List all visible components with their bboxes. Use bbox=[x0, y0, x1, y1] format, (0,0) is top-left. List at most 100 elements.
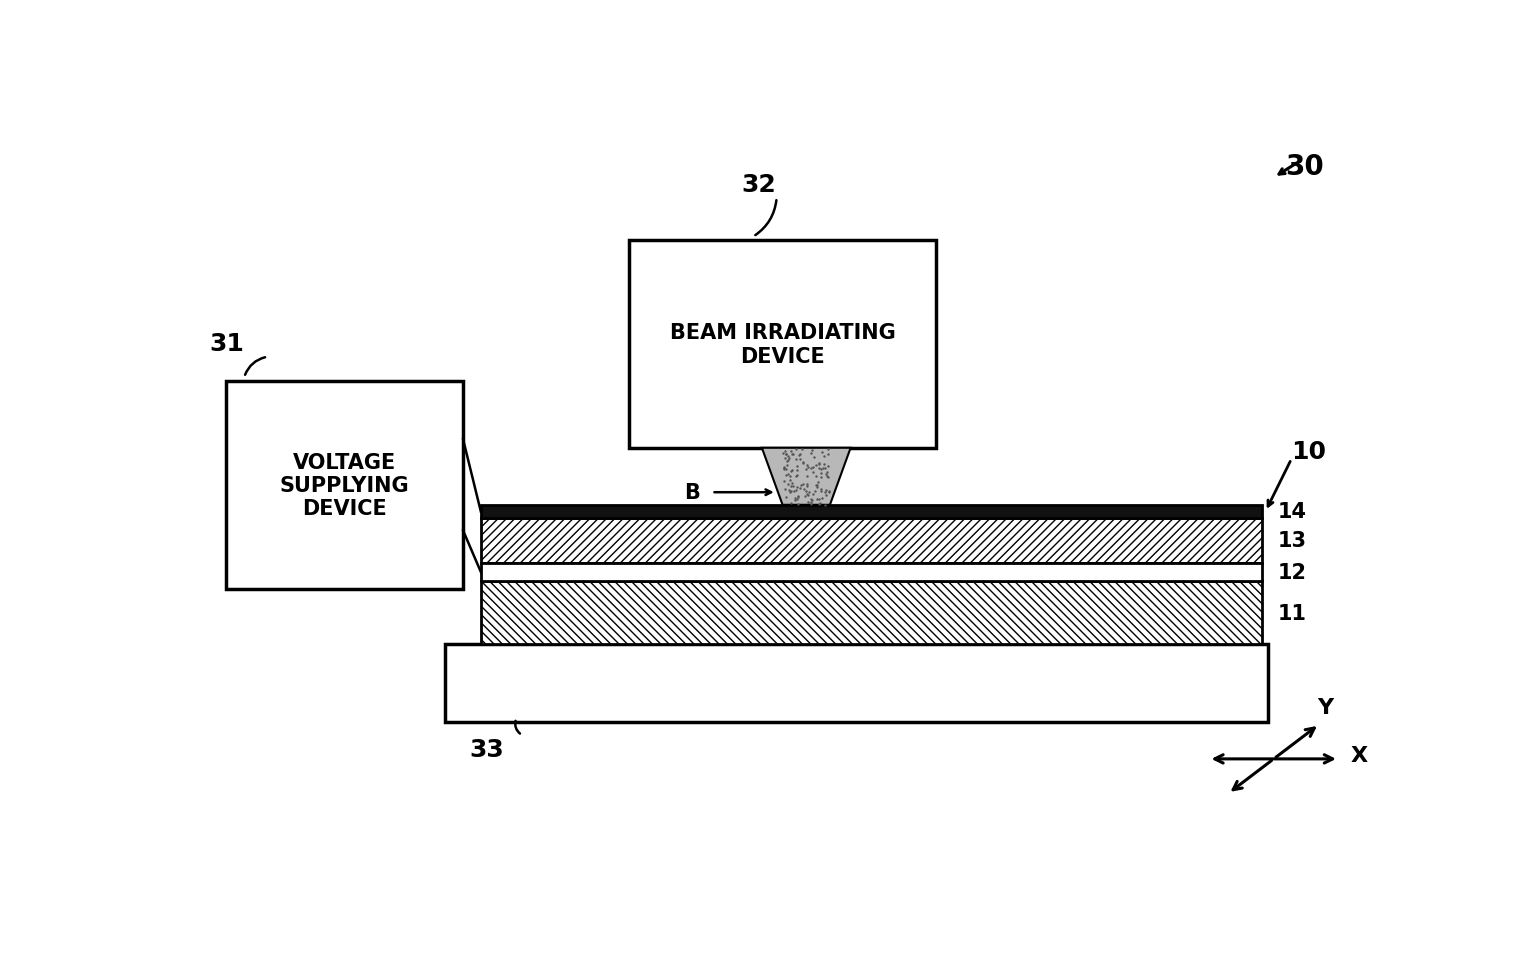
Point bbox=[773, 447, 797, 462]
Point bbox=[793, 481, 817, 497]
Point bbox=[780, 476, 805, 491]
Point bbox=[771, 446, 796, 461]
Text: X: X bbox=[1350, 746, 1368, 765]
Point bbox=[794, 469, 818, 484]
Point bbox=[814, 487, 838, 503]
Point bbox=[788, 448, 812, 463]
Point bbox=[806, 492, 831, 507]
Point bbox=[815, 470, 840, 485]
Point bbox=[777, 483, 802, 499]
Point bbox=[796, 495, 820, 510]
Text: Y: Y bbox=[1318, 697, 1333, 717]
Point bbox=[806, 457, 831, 473]
Point bbox=[773, 461, 797, 477]
Bar bbox=[629, 241, 936, 448]
Point bbox=[783, 491, 808, 506]
Point bbox=[796, 479, 820, 494]
Text: B: B bbox=[684, 482, 699, 503]
Point bbox=[794, 477, 818, 492]
Point bbox=[808, 466, 832, 481]
Point bbox=[793, 488, 817, 504]
Text: 14: 14 bbox=[1277, 502, 1306, 522]
Point bbox=[800, 486, 825, 502]
Point bbox=[796, 487, 820, 503]
Point bbox=[782, 447, 806, 462]
Point bbox=[785, 492, 809, 507]
Point bbox=[774, 447, 799, 462]
Point bbox=[815, 441, 840, 456]
Point bbox=[803, 469, 828, 484]
Point bbox=[773, 451, 797, 466]
Point bbox=[773, 444, 797, 459]
Point bbox=[773, 481, 797, 497]
Point bbox=[791, 456, 815, 471]
Point bbox=[776, 466, 800, 481]
Point bbox=[785, 480, 809, 495]
Bar bbox=[481, 581, 1261, 645]
Point bbox=[786, 490, 811, 505]
Point bbox=[779, 480, 803, 495]
Point bbox=[791, 477, 815, 492]
Point bbox=[771, 474, 796, 489]
Point bbox=[786, 497, 811, 512]
Polygon shape bbox=[762, 448, 851, 505]
Text: 30: 30 bbox=[1286, 153, 1324, 181]
Point bbox=[777, 469, 802, 484]
Point bbox=[811, 449, 835, 464]
Point bbox=[809, 461, 834, 477]
Point bbox=[785, 459, 809, 475]
Point bbox=[811, 461, 835, 477]
Point bbox=[788, 447, 812, 462]
Point bbox=[812, 456, 837, 472]
Point bbox=[777, 473, 802, 488]
Point bbox=[817, 485, 841, 501]
Point bbox=[774, 461, 799, 477]
Point bbox=[780, 479, 805, 494]
Point bbox=[805, 492, 829, 507]
Point bbox=[774, 458, 799, 474]
Point bbox=[805, 458, 829, 474]
Text: 12: 12 bbox=[1277, 562, 1306, 582]
Point bbox=[808, 496, 832, 511]
Point bbox=[783, 482, 808, 498]
Point bbox=[789, 442, 814, 457]
Point bbox=[797, 484, 822, 500]
Bar bbox=[481, 563, 1261, 581]
Point bbox=[805, 480, 829, 495]
Point bbox=[812, 461, 837, 477]
Point bbox=[806, 456, 831, 472]
Point bbox=[780, 463, 805, 479]
Point bbox=[799, 491, 823, 506]
Point bbox=[786, 488, 811, 504]
Bar bbox=[446, 645, 1267, 722]
Point bbox=[777, 484, 802, 500]
Point bbox=[817, 459, 841, 475]
Point bbox=[779, 444, 803, 459]
Point bbox=[791, 456, 815, 472]
Point bbox=[794, 461, 818, 477]
Point bbox=[799, 461, 823, 477]
Point bbox=[789, 479, 814, 494]
Point bbox=[799, 497, 823, 512]
Point bbox=[814, 482, 838, 498]
Point bbox=[776, 455, 800, 470]
Text: 33: 33 bbox=[470, 737, 504, 761]
Point bbox=[800, 459, 825, 475]
Point bbox=[774, 489, 799, 505]
Point bbox=[782, 483, 806, 499]
Point bbox=[800, 493, 825, 508]
Text: 13: 13 bbox=[1277, 530, 1306, 551]
Point bbox=[805, 478, 829, 493]
Point bbox=[779, 496, 803, 511]
Point bbox=[814, 467, 838, 482]
Point bbox=[809, 445, 834, 460]
Point bbox=[809, 470, 834, 485]
Point bbox=[812, 497, 837, 512]
Point bbox=[796, 457, 820, 473]
Point bbox=[815, 447, 840, 462]
Point bbox=[815, 468, 840, 483]
Point bbox=[777, 451, 802, 466]
Point bbox=[785, 468, 809, 483]
Point bbox=[796, 460, 820, 476]
Point bbox=[799, 446, 823, 461]
